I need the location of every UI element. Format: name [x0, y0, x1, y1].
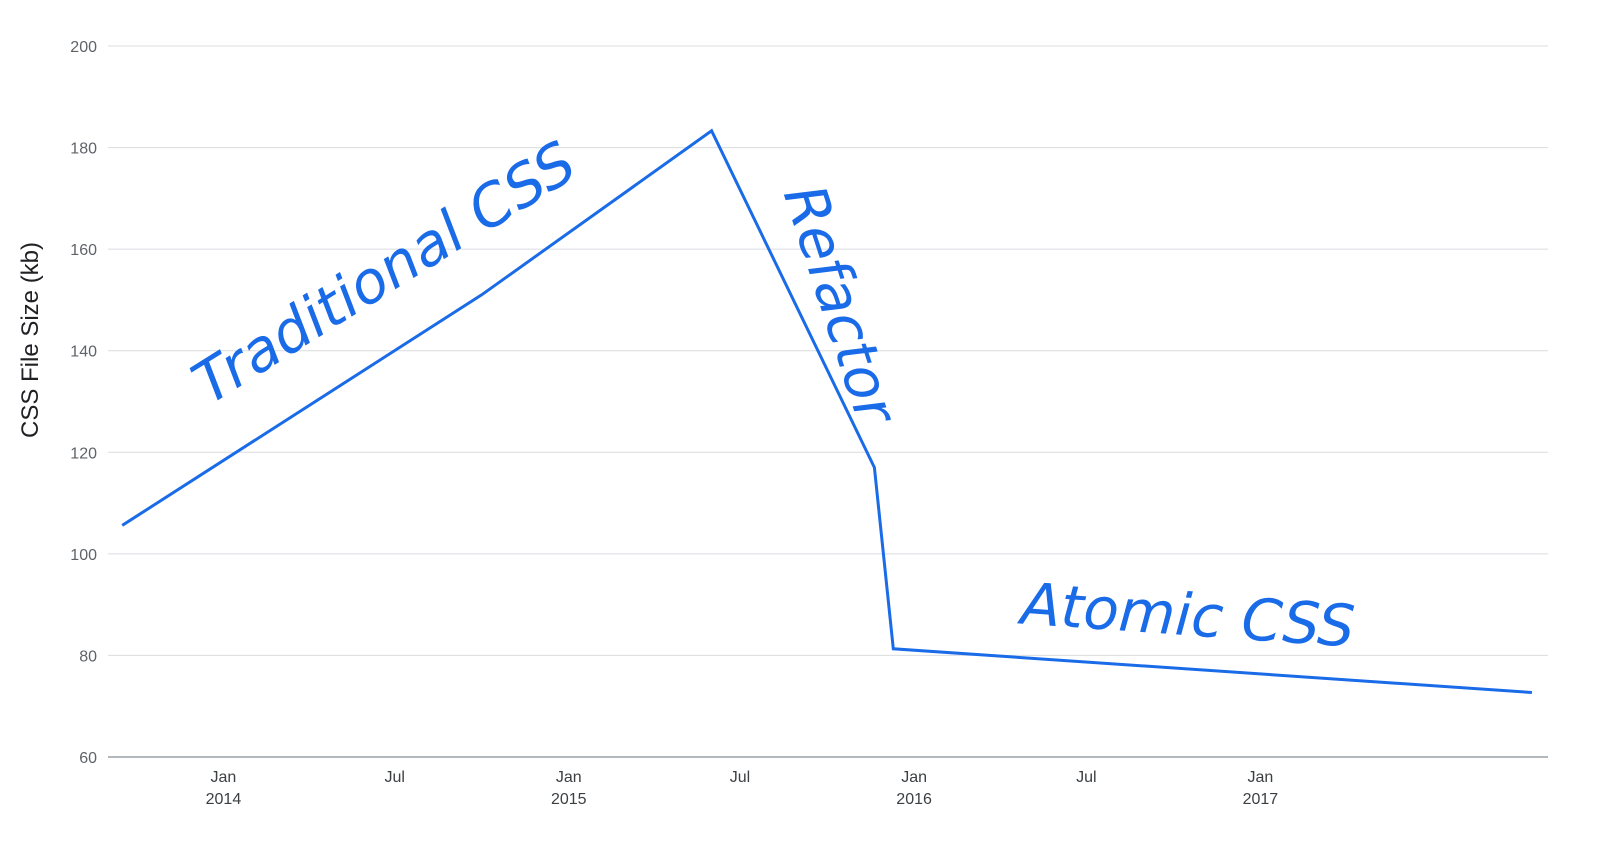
x-tick-year: 2015 — [551, 791, 587, 808]
annotation-label: Refactor — [770, 176, 912, 434]
y-tick-label: 200 — [70, 39, 97, 56]
y-tick-label: 180 — [70, 141, 97, 158]
x-tick-year: 2014 — [206, 791, 242, 808]
y-tick-label: 60 — [79, 750, 97, 767]
x-tick-label: Jul — [1076, 769, 1096, 786]
x-axis-ticks: Jan 2014 Jul Jan 2015 Jul Jan 2016 Jul Jan 2017 — [206, 769, 1279, 808]
annotation-label: Traditional CSS — [181, 128, 588, 418]
x-tick-label: Jan — [556, 769, 582, 786]
x-tick-label: Jul — [730, 769, 750, 786]
y-tick-label: 100 — [70, 547, 97, 564]
annotations: Traditional CSS Refactor Atomic CSS — [181, 128, 1357, 661]
y-axis-label: CSS File Size (kb) — [17, 242, 44, 438]
x-tick-label: Jan — [1247, 769, 1273, 786]
x-tick-year: 2016 — [896, 791, 932, 808]
x-tick-label: Jan — [211, 769, 237, 786]
annotation-label: Atomic CSS — [1015, 569, 1357, 660]
y-tick-label: 80 — [79, 648, 97, 665]
y-tick-label: 120 — [70, 445, 97, 462]
x-tick-year: 2017 — [1243, 791, 1279, 808]
y-axis-ticks: 60 80 100 120 140 160 180 200 — [70, 39, 97, 767]
x-tick-label: Jul — [384, 769, 404, 786]
x-tick-label: Jan — [901, 769, 927, 786]
y-tick-label: 140 — [70, 344, 97, 361]
y-tick-label: 160 — [70, 242, 97, 259]
